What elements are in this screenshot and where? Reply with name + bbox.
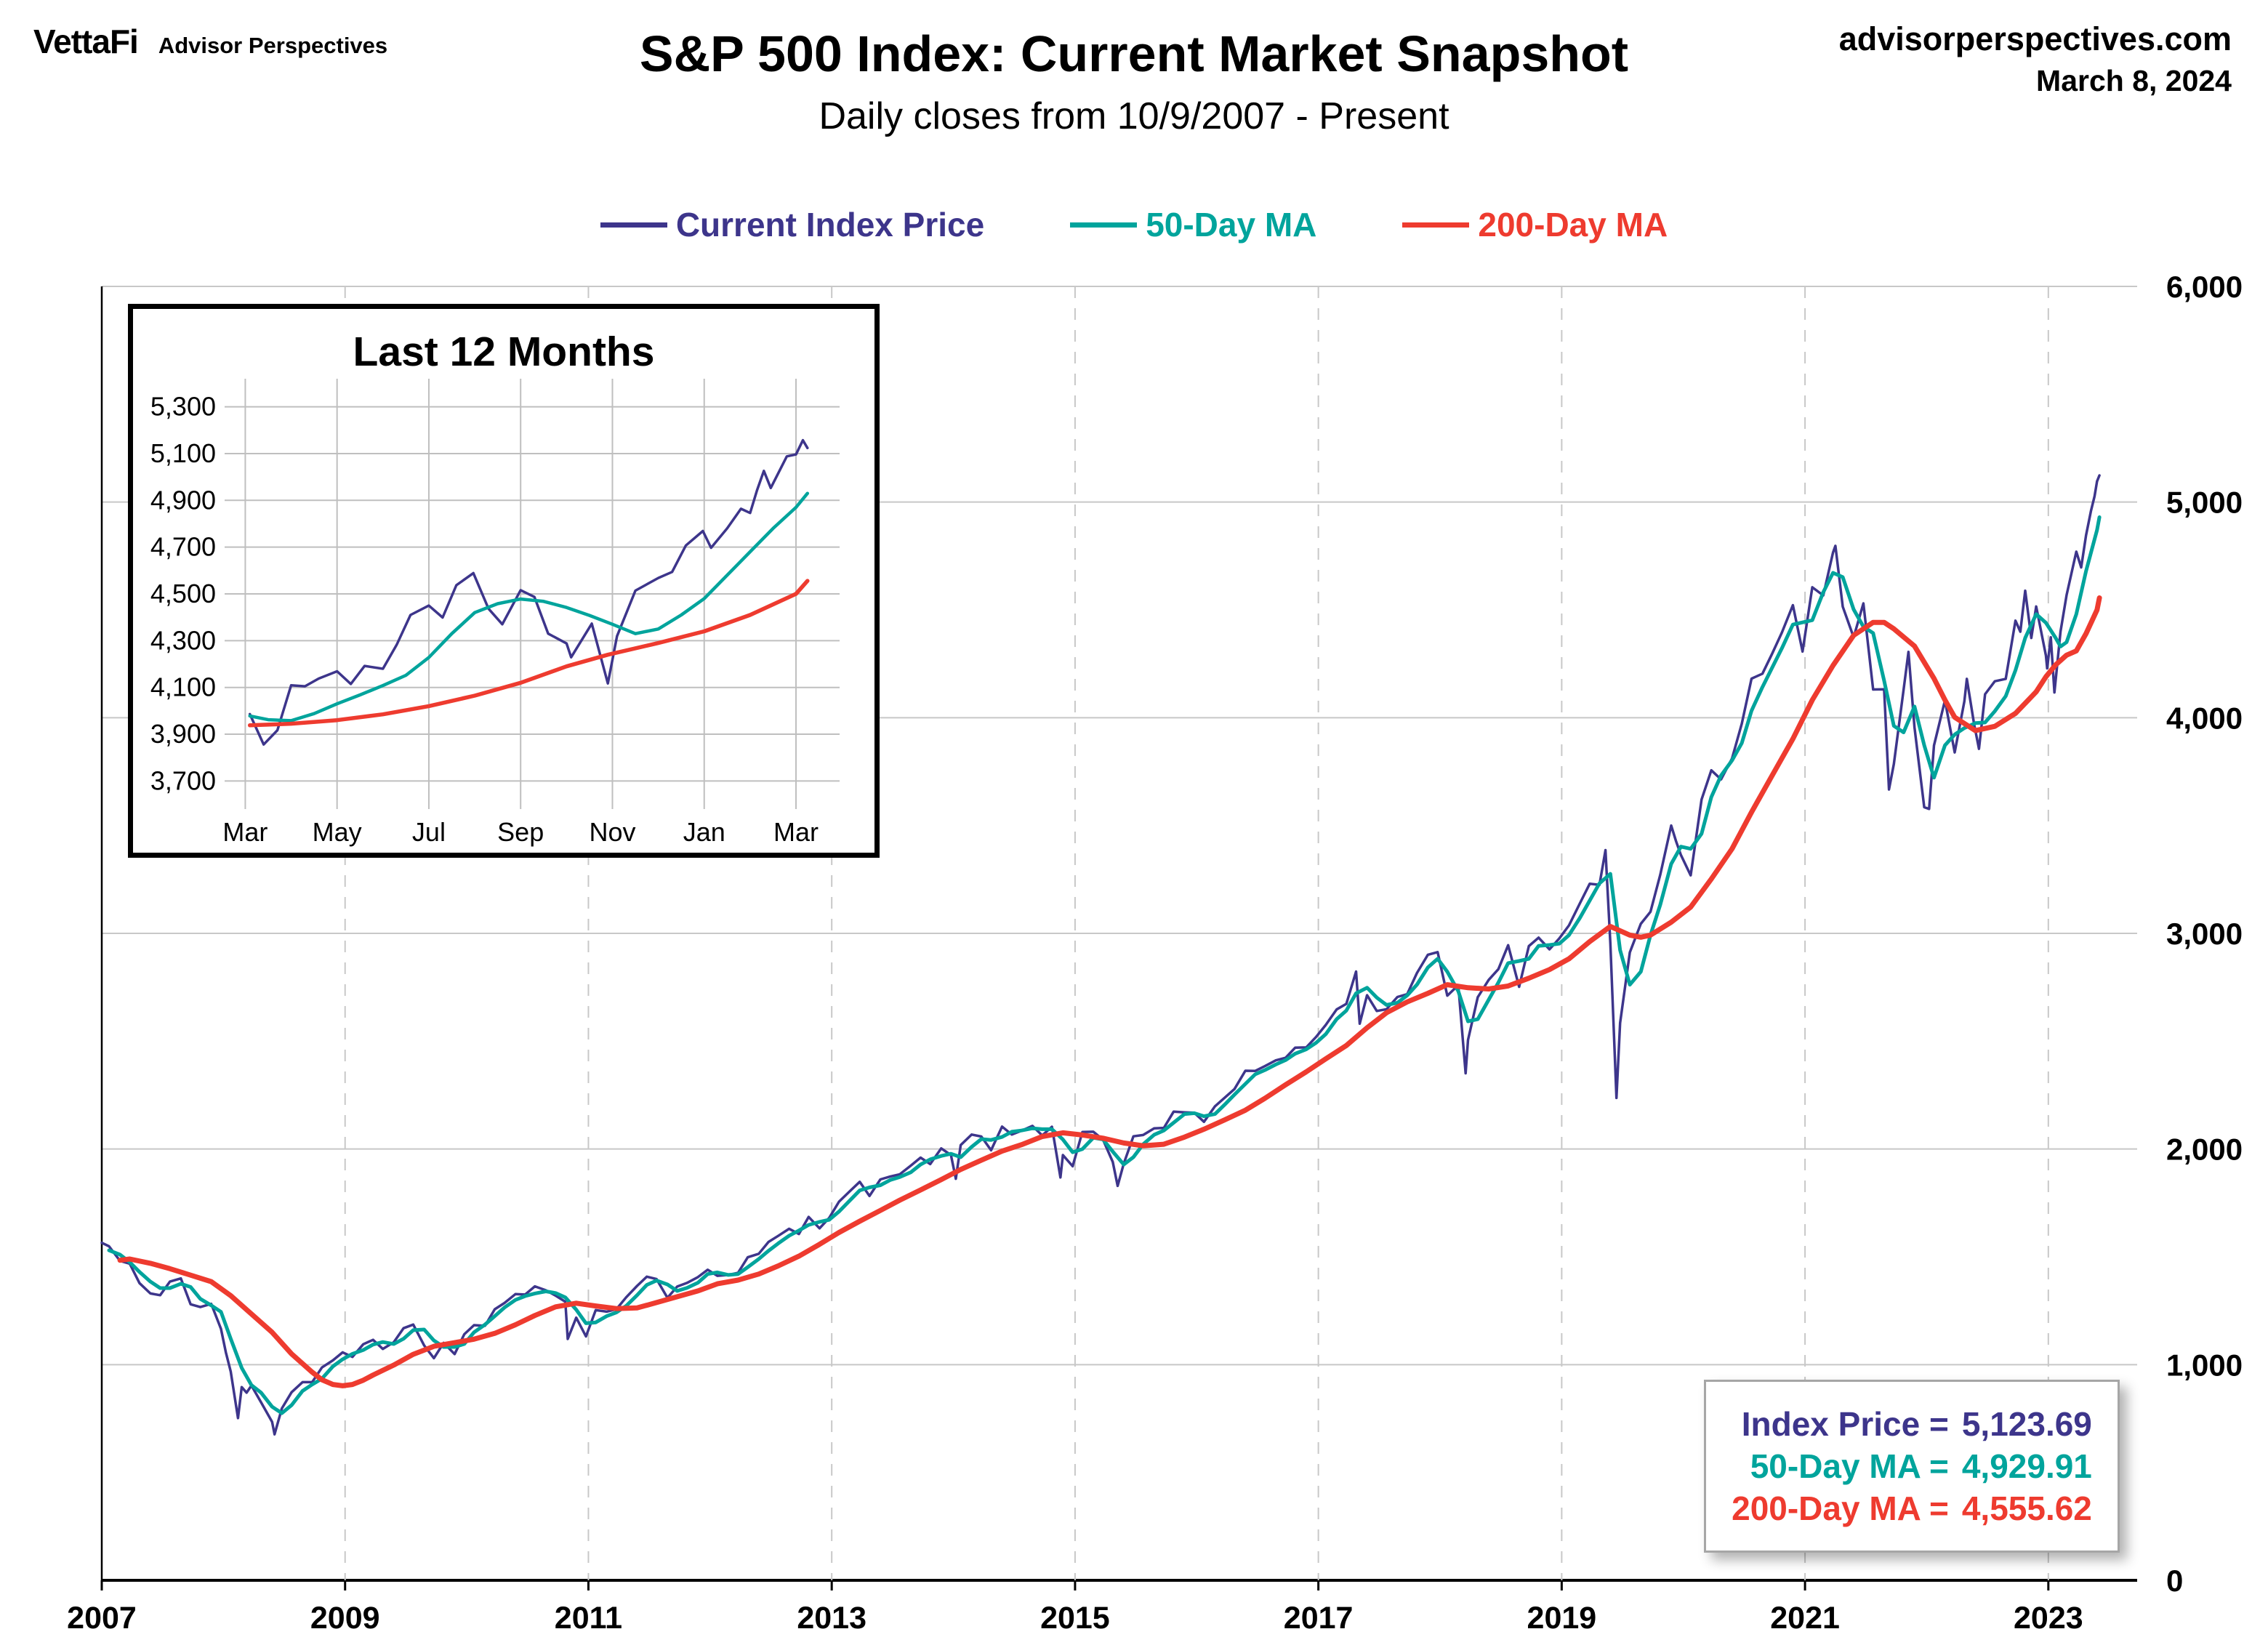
title-block: S&P 500 Index: Current Market Snapshot D… bbox=[0, 25, 2268, 138]
series-line-200-day-ma bbox=[117, 595, 2102, 1388]
y-tick-label: 1,000 bbox=[2166, 1348, 2243, 1382]
stats-label-50day-ma: 50-Day MA = bbox=[1750, 1447, 1949, 1485]
x-tick-label: 2019 bbox=[1527, 1601, 1597, 1636]
x-tick-label: Mar bbox=[222, 817, 268, 847]
y-tick-label: 4,300 bbox=[150, 625, 216, 655]
x-tick-label: Nov bbox=[589, 817, 635, 847]
inset-chart-svg: 3,700 3,900 4,100 4,300 4,500 4,700 4,900 5,100… bbox=[150, 379, 840, 847]
y-tick-label: 5,100 bbox=[150, 438, 216, 468]
y-tick-label: 3,700 bbox=[150, 765, 216, 795]
legend-label-index-price: Current Index Price bbox=[675, 206, 985, 244]
x-tick-label: 2013 bbox=[797, 1601, 866, 1636]
x-tick-label: Jan bbox=[683, 817, 725, 847]
y-tick-label: 4,700 bbox=[150, 532, 216, 562]
series-line-current-index-price bbox=[248, 438, 809, 746]
y-tick-label: 2,000 bbox=[2166, 1133, 2243, 1167]
y-tick-label: 5,000 bbox=[2166, 486, 2243, 520]
index-price-line-swatch bbox=[600, 222, 667, 228]
stats-label-index-price: Index Price = bbox=[1741, 1405, 1949, 1443]
series-line-200-day-ma bbox=[247, 579, 810, 728]
stats-value-50day-ma: 4,929.91 bbox=[1961, 1447, 2092, 1485]
legend-label-50day-ma: 50-Day MA bbox=[1146, 206, 1317, 244]
stats-value-200day-ma: 4,555.62 bbox=[1961, 1489, 2092, 1527]
vettafi-logo: VettaFi bbox=[33, 23, 139, 60]
50day-ma-line-swatch bbox=[1070, 222, 1138, 228]
source-block: advisorperspectives.com March 8, 2024 bbox=[1839, 20, 2232, 98]
legend-item-50day-ma: 50-Day MA bbox=[1070, 205, 1316, 244]
x-tick-label: 2011 bbox=[555, 1601, 622, 1636]
x-tick-label: 2023 bbox=[2014, 1601, 2083, 1636]
x-tick-label: Jul bbox=[412, 817, 446, 847]
200day-ma-line-swatch bbox=[1402, 222, 1470, 228]
advisor-perspectives-label: Advisor Perspectives bbox=[158, 33, 388, 58]
x-tick-label: 2009 bbox=[310, 1601, 380, 1636]
x-tick-label: 2007 bbox=[67, 1601, 137, 1636]
y-tick-label: 3,000 bbox=[2166, 917, 2243, 951]
x-tick-label: May bbox=[313, 817, 362, 847]
y-tick-label: 0 bbox=[2166, 1564, 2183, 1598]
y-tick-label: 4,100 bbox=[150, 672, 216, 702]
y-tick-label: 4,000 bbox=[2166, 701, 2243, 735]
series-line-50-day-ma bbox=[248, 491, 810, 723]
legend-item-200day-ma: 200-Day MA bbox=[1402, 205, 1668, 244]
x-tick-label: 2017 bbox=[1284, 1601, 1354, 1636]
chart-date: March 8, 2024 bbox=[2036, 64, 2232, 97]
y-tick-label: 3,900 bbox=[150, 719, 216, 749]
y-tick-label: 6,000 bbox=[2166, 270, 2243, 304]
stats-box: Index Price = 5,123.69 50-Day MA = 4,929… bbox=[1704, 1380, 2120, 1553]
page-title: S&P 500 Index: Current Market Snapshot bbox=[639, 25, 1629, 82]
legend-item-index-price: Current Index Price bbox=[600, 205, 984, 244]
x-tick-label: 2021 bbox=[1770, 1601, 1840, 1636]
x-tick-label: Sep bbox=[497, 817, 544, 847]
inset-chart-title: Last 12 Months bbox=[353, 329, 655, 375]
source-site: advisorperspectives.com bbox=[1838, 20, 2232, 57]
stats-value-index-price: 5,123.69 bbox=[1961, 1405, 2092, 1443]
y-tick-label: 5,300 bbox=[150, 392, 216, 422]
chart-legend: Current Index Price 50-Day MA 200-Day MA bbox=[0, 205, 2268, 244]
x-tick-label: 2015 bbox=[1040, 1601, 1110, 1636]
logo-block: VettaFi Advisor Perspectives bbox=[33, 22, 387, 61]
page-subtitle: Daily closes from 10/9/2007 - Present bbox=[819, 95, 1449, 137]
legend-label-200day-ma: 200-Day MA bbox=[1478, 206, 1668, 244]
inset-chart-box: 3,700 3,900 4,100 4,300 4,500 4,700 4,900 5,100… bbox=[128, 304, 880, 858]
stats-label-200day-ma: 200-Day MA = bbox=[1732, 1489, 1949, 1527]
x-tick-label: Mar bbox=[773, 817, 819, 847]
y-tick-label: 4,500 bbox=[150, 579, 216, 608]
y-tick-label: 4,900 bbox=[150, 485, 216, 515]
